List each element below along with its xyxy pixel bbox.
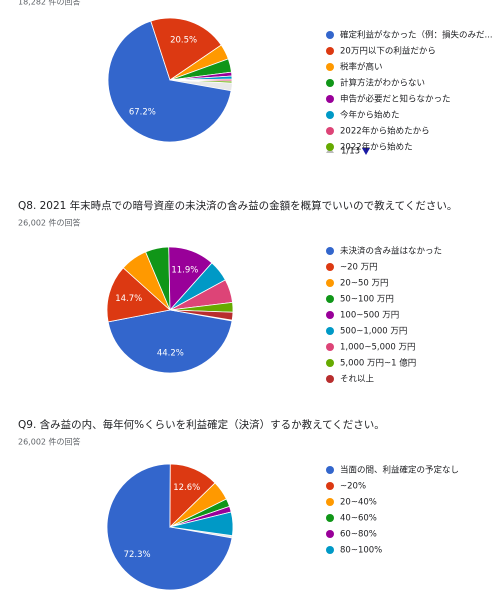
data-label: 44.2% bbox=[157, 348, 184, 358]
next-arrow[interactable] bbox=[362, 148, 370, 155]
pie-slice bbox=[169, 511, 234, 537]
legend-label: 60~80% bbox=[340, 530, 377, 540]
data-label: 11.9% bbox=[171, 265, 198, 275]
legend-marker bbox=[326, 498, 334, 506]
legend-label: 5,000 万円~1 億円 bbox=[340, 358, 416, 369]
legend-marker bbox=[326, 127, 334, 135]
data-label: 72.3% bbox=[124, 550, 151, 560]
legend-label: 税率が高い bbox=[340, 62, 383, 73]
legend-label: 2022年から始めた bbox=[340, 142, 413, 153]
pie-slice bbox=[169, 79, 233, 84]
legend-marker bbox=[326, 279, 334, 287]
legend-label: 1,000~5,000 万円 bbox=[340, 343, 416, 353]
pie-slice bbox=[107, 309, 233, 374]
legend-marker bbox=[326, 343, 334, 351]
pie-slice bbox=[107, 20, 232, 143]
legend-label: 今年から始めた bbox=[340, 110, 400, 121]
legend-marker bbox=[326, 63, 334, 71]
legend-marker bbox=[326, 31, 334, 39]
response-count: 18,282 件の回答 bbox=[18, 0, 81, 7]
legend-label: ~20% bbox=[340, 482, 366, 492]
legend-label: 20~50 万円 bbox=[340, 279, 388, 289]
pie-slice bbox=[106, 463, 233, 591]
legend-label: 計算方法がわからない bbox=[340, 78, 425, 89]
legend-label: 50~100 万円 bbox=[340, 295, 394, 305]
legend-marker bbox=[326, 247, 334, 255]
legend-marker bbox=[326, 111, 334, 119]
legend-marker bbox=[326, 482, 334, 490]
question-title: Q9. 含み益の内、毎年何%くらいを利益確定（決済）するか教えてください。 bbox=[18, 418, 385, 431]
data-label: 67.2% bbox=[129, 107, 156, 117]
legend-label: ~20 万円 bbox=[340, 263, 378, 273]
legend-marker bbox=[326, 530, 334, 538]
data-label: 14.7% bbox=[115, 294, 142, 304]
pie-slice bbox=[150, 17, 222, 81]
data-label: 12.6% bbox=[173, 483, 200, 493]
legend-label: 申告が必要だと知らなかった bbox=[340, 94, 451, 105]
legend-marker bbox=[326, 375, 334, 383]
legend-label: 40~60% bbox=[340, 514, 377, 524]
legend-marker bbox=[326, 79, 334, 87]
legend-marker bbox=[326, 514, 334, 522]
legend-marker bbox=[326, 47, 334, 55]
legend-label: 100~500 万円 bbox=[340, 311, 399, 321]
legend-label: 20~40% bbox=[340, 498, 377, 508]
pie-slice bbox=[169, 309, 234, 321]
legend-label: 20万円以下の利益だから bbox=[340, 46, 436, 57]
question-title: Q8. 2021 年末時点での暗号資産の未決済の含み益の金額を概算でいいので教え… bbox=[18, 199, 457, 212]
response-count: 26,002 件の回答 bbox=[18, 437, 81, 447]
response-count: 26,002 件の回答 bbox=[18, 218, 81, 228]
legend-label: 2022年から始めたから bbox=[340, 126, 430, 137]
legend-label: 確定利益がなかった（例：損失のみだ... bbox=[340, 30, 493, 41]
legend-marker bbox=[326, 295, 334, 303]
legend-marker bbox=[326, 359, 334, 367]
legend-marker bbox=[326, 466, 334, 474]
legend-marker bbox=[326, 327, 334, 335]
legend-label: それ以上 bbox=[340, 375, 375, 385]
legend-label: 80~100% bbox=[340, 546, 382, 556]
data-label: 20.5% bbox=[170, 36, 197, 46]
legend-marker bbox=[326, 546, 334, 554]
legend-marker bbox=[326, 143, 334, 151]
legend-marker bbox=[326, 263, 334, 271]
legend-marker bbox=[326, 311, 334, 319]
legend-marker bbox=[326, 95, 334, 103]
legend-label: 当面の間、利益確定の予定なし bbox=[340, 465, 459, 476]
legend-label: 500~1,000 万円 bbox=[340, 327, 407, 337]
page-indicator: 1/13 bbox=[341, 147, 360, 157]
legend-label: 未決済の含み益はなかった bbox=[340, 246, 442, 257]
pie-slice bbox=[106, 267, 171, 323]
